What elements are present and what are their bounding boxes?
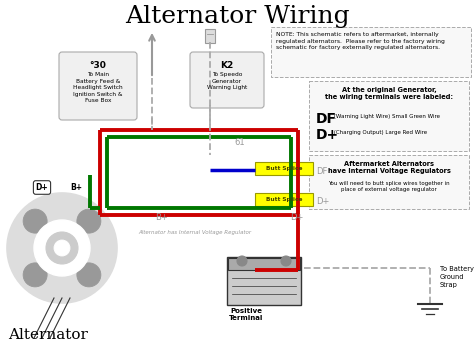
Text: DF: DF: [316, 167, 328, 176]
Bar: [255, 162, 313, 175]
FancyBboxPatch shape: [271, 27, 471, 77]
Text: (Warning Light Wire) Small Green Wire: (Warning Light Wire) Small Green Wire: [332, 114, 440, 119]
Circle shape: [7, 193, 117, 303]
FancyBboxPatch shape: [309, 81, 469, 151]
Text: Butt Splice: Butt Splice: [266, 166, 302, 171]
Bar: [228, 258, 300, 270]
FancyBboxPatch shape: [227, 257, 301, 305]
Text: You will need to butt splice wires together in
place of external voltage regulat: You will need to butt splice wires toget…: [328, 181, 450, 192]
Text: Butt Splice: Butt Splice: [266, 197, 302, 202]
Circle shape: [23, 209, 47, 233]
Circle shape: [77, 209, 101, 233]
Text: °30: °30: [90, 61, 107, 70]
Text: DF: DF: [316, 112, 337, 126]
Text: D+: D+: [316, 198, 329, 207]
Text: Alternator: Alternator: [8, 328, 88, 342]
Text: Alternator has Internal Voltage Regulator: Alternator has Internal Voltage Regulato…: [138, 230, 252, 235]
Text: D+: D+: [290, 213, 303, 222]
Text: D+: D+: [36, 183, 48, 192]
Bar: [205, 29, 215, 43]
Text: NOTE: This schematic refers to aftermarket, internally
regulated alternators.  P: NOTE: This schematic refers to aftermark…: [276, 32, 445, 50]
FancyBboxPatch shape: [59, 52, 137, 120]
Text: Aftermarket Alternators
have Internal Voltage Regulators: Aftermarket Alternators have Internal Vo…: [328, 161, 450, 174]
Text: K2: K2: [220, 61, 234, 70]
Text: To Battery
Ground
Strap: To Battery Ground Strap: [440, 266, 474, 288]
Circle shape: [237, 256, 247, 266]
Bar: [255, 193, 313, 206]
Text: Positive
Terminal: Positive Terminal: [229, 308, 263, 321]
Circle shape: [23, 263, 47, 287]
Circle shape: [281, 256, 291, 266]
Text: 61: 61: [235, 138, 246, 147]
Circle shape: [54, 240, 70, 256]
FancyBboxPatch shape: [190, 52, 264, 108]
Circle shape: [77, 263, 101, 287]
Text: To Main
Battery Feed &
Headlight Switch
Ignition Switch &
Fuse Box: To Main Battery Feed & Headlight Switch …: [73, 72, 123, 103]
Text: B+: B+: [70, 183, 82, 192]
Text: Alternator Wiring: Alternator Wiring: [125, 4, 349, 27]
Text: To Speedo
Generator
Warning Light: To Speedo Generator Warning Light: [207, 72, 247, 90]
Text: B+: B+: [155, 213, 168, 222]
FancyBboxPatch shape: [309, 155, 469, 209]
Text: (Charging Output) Large Red Wire: (Charging Output) Large Red Wire: [332, 130, 427, 135]
Text: D+: D+: [316, 128, 339, 142]
Circle shape: [46, 232, 78, 264]
Text: At the original Generator,
the wiring terminals were labeled:: At the original Generator, the wiring te…: [325, 87, 453, 100]
Circle shape: [34, 220, 90, 276]
